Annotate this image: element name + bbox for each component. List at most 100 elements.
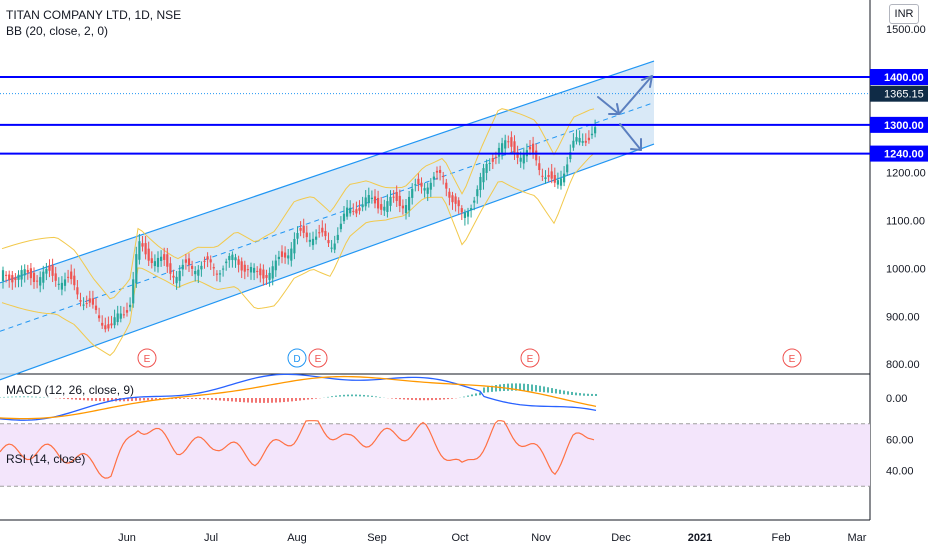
macd-histogram-bar — [231, 398, 233, 402]
macd-histogram-bar — [147, 398, 149, 401]
forecast-arrow-up — [618, 75, 653, 115]
candle-body — [1, 270, 5, 281]
forecast-arrow-down — [597, 96, 620, 115]
macd-histogram-bar — [135, 398, 137, 401]
candle-body — [432, 176, 435, 180]
macd-histogram-bar — [11, 396, 13, 398]
macd-histogram-bar — [67, 398, 69, 400]
macd-histogram-bar — [463, 396, 465, 398]
candle-body — [265, 275, 268, 278]
candle-body — [346, 207, 349, 217]
macd-histogram-bar — [39, 396, 41, 398]
macd-histogram-bar — [203, 398, 205, 400]
candle-body — [404, 205, 408, 214]
candle-body — [271, 266, 274, 279]
macd-histogram-bar — [587, 393, 589, 396]
candle-body — [559, 178, 563, 186]
candle-body — [342, 213, 346, 222]
candle-body — [17, 274, 20, 280]
event-marker — [782, 348, 802, 368]
candle-body — [88, 298, 91, 303]
macd-histogram-bar — [547, 387, 549, 393]
candle-body — [246, 269, 249, 271]
macd-histogram-bar — [191, 398, 193, 399]
candle-body — [42, 271, 45, 283]
macd-histogram-bar — [419, 398, 421, 401]
trend-channel-upper — [0, 60, 655, 284]
macd-histogram-bar — [399, 398, 401, 400]
level-label: 1300.00 — [884, 120, 924, 132]
candle-body — [225, 261, 228, 264]
candle-body — [73, 275, 76, 286]
forecast-arrow-lower — [619, 123, 642, 151]
candle-body — [45, 268, 48, 274]
macd-histogram-bar — [423, 398, 425, 401]
macd-histogram-bar — [99, 398, 101, 402]
macd-histogram-bar — [359, 394, 361, 397]
macd-histogram-bar — [467, 395, 469, 397]
candle-body — [532, 143, 535, 154]
macd-histogram-bar — [215, 398, 217, 401]
candle-body — [544, 177, 547, 180]
macd-histogram-bar — [227, 398, 229, 402]
candle-body — [237, 259, 240, 265]
candle-body — [566, 164, 569, 173]
candle-body — [125, 310, 129, 313]
macd-histogram-bar — [567, 391, 569, 395]
macd-histogram-bar — [211, 398, 213, 400]
macd-histogram-bar — [31, 396, 33, 398]
price-tick-label: 800.00 — [886, 359, 920, 371]
macd-histogram-bar — [219, 398, 221, 401]
macd-line — [0, 373, 597, 421]
forecast-arrow-up-head — [641, 75, 653, 88]
x-axis-label: Jun — [118, 532, 136, 544]
macd-histogram-bar — [391, 398, 393, 399]
macd-histogram-bar — [151, 398, 153, 400]
candle-body — [439, 169, 442, 173]
candle-body — [184, 259, 187, 263]
candle-body — [51, 265, 54, 276]
macd-histogram-bar — [247, 398, 249, 403]
macd-histogram-bar — [19, 396, 21, 398]
macd-histogram-bar — [259, 398, 261, 403]
candle-body — [274, 260, 277, 271]
candle-body — [144, 243, 147, 255]
candle-body — [57, 283, 60, 285]
candle-body — [315, 236, 318, 240]
candle-body — [519, 157, 522, 162]
macd-histogram-bar — [155, 398, 157, 400]
price-tick-label: 1100.00 — [886, 216, 925, 228]
macd-pane-label[interactable]: MACD (12, 26, close, 9) — [6, 383, 135, 397]
candle-body — [451, 195, 454, 203]
macd-histogram-bar — [579, 393, 581, 396]
event-marker — [287, 348, 307, 368]
candle-body — [203, 260, 206, 262]
candle-body — [67, 276, 70, 278]
event-marker — [308, 348, 328, 368]
macd-histogram-bar — [495, 385, 497, 392]
macd-histogram-bar — [71, 398, 73, 400]
x-axis-label: Oct — [451, 532, 468, 544]
macd-histogram-bar — [339, 395, 341, 397]
bb-indicator-label[interactable]: BB (20, close, 2, 0) — [6, 24, 109, 38]
candle-body — [253, 267, 256, 273]
candle-body — [119, 313, 122, 319]
rsi-pane-label[interactable]: RSI (14, close) — [6, 452, 86, 466]
candle-body — [280, 251, 284, 257]
candle-body — [32, 272, 36, 282]
candle-body — [479, 176, 482, 191]
macd-histogram-bar — [179, 398, 181, 399]
candle-body — [218, 273, 222, 275]
candle-body — [463, 212, 466, 218]
currency-button[interactable]: INR — [889, 4, 919, 24]
candle-body — [268, 272, 271, 280]
candle-body — [594, 127, 597, 134]
candle-body — [147, 248, 150, 261]
bollinger-lower — [1, 153, 595, 357]
macd-histogram-bar — [591, 393, 593, 396]
macd-histogram-bar — [199, 398, 201, 400]
candle-body — [172, 275, 175, 278]
macd-histogram-bar — [123, 398, 125, 402]
candle-body — [293, 238, 296, 254]
macd-histogram-bar — [103, 398, 105, 402]
